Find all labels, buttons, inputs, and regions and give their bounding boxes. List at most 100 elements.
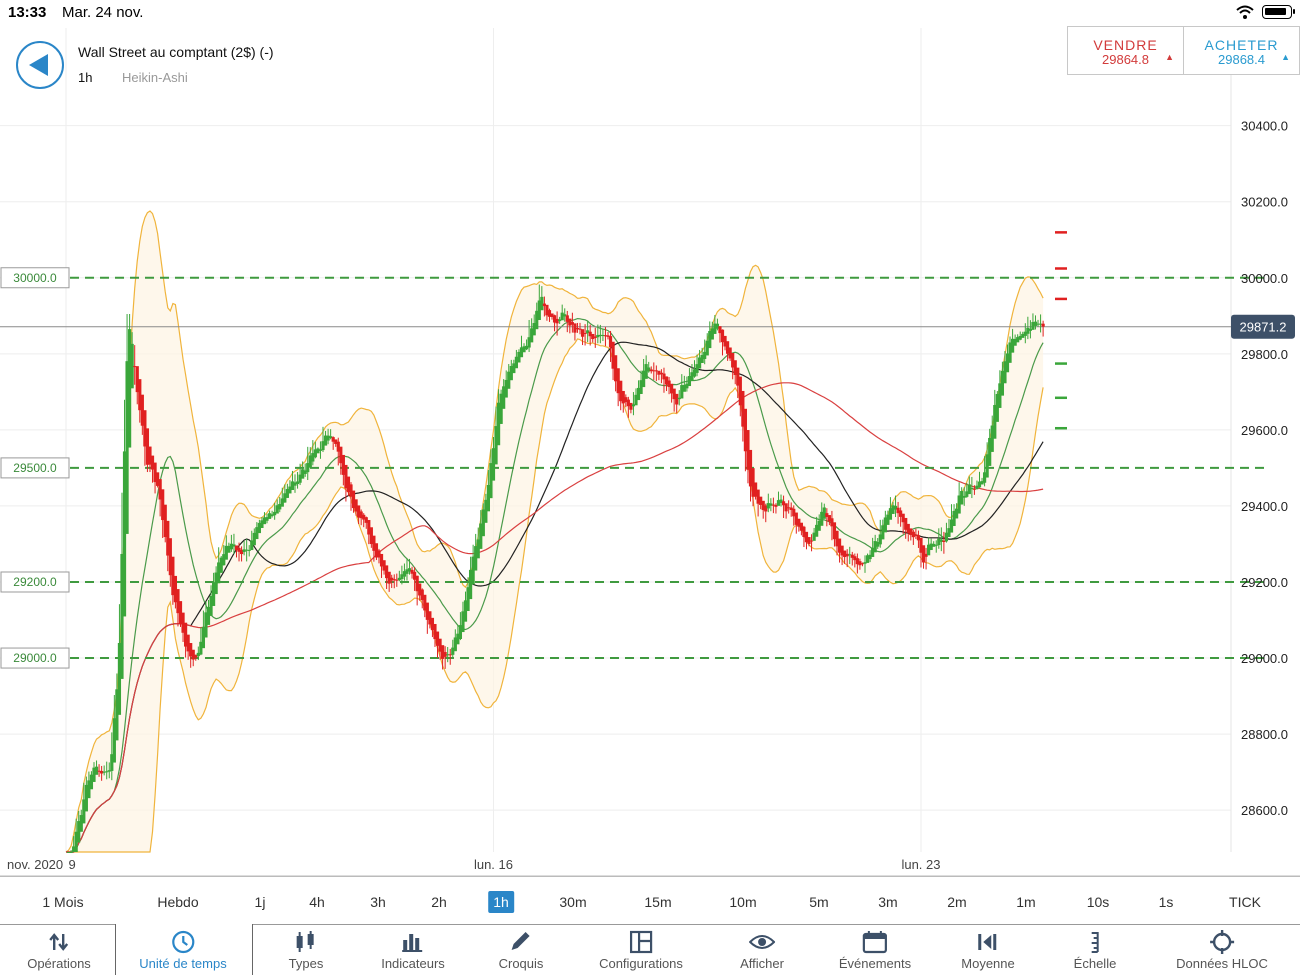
instrument-interval: 1h [78, 70, 93, 85]
candle-down [568, 318, 572, 326]
candle-up [514, 356, 518, 369]
chart-type-label: Heikin-Ashi [122, 70, 188, 85]
candle-down [906, 523, 910, 533]
candle-up [985, 454, 989, 478]
ma-slow-line [66, 382, 1044, 853]
timeframe-1s[interactable]: 1s [1158, 894, 1174, 910]
candle-down [573, 323, 577, 333]
toolbar-scale-button[interactable]: Échelle [1074, 924, 1116, 975]
timeframe-3m[interactable]: 3m [878, 894, 898, 910]
candle-down [904, 517, 908, 530]
toolbar-clock-button[interactable]: Unité de temps [139, 924, 227, 975]
timeframe-2h[interactable]: 2h [431, 894, 447, 910]
toolbar-average-button[interactable]: Moyenne [961, 924, 1015, 975]
candle-up [1028, 328, 1032, 331]
candle-down [619, 380, 623, 402]
candle-up [1033, 321, 1038, 326]
toolbar-calendar-button[interactable]: Événements [839, 924, 911, 975]
candle-up [779, 499, 783, 503]
timeframe-10s[interactable]: 10s [1086, 894, 1110, 910]
timeframe-30m[interactable]: 30m [559, 894, 587, 910]
date-axis: nov. 2020 9 lun. 16 lun. 23 [0, 857, 1300, 876]
candle-up [89, 774, 94, 790]
candle-up [944, 532, 949, 542]
candle-up [537, 300, 541, 321]
timeframe-10m[interactable]: 10m [729, 894, 757, 910]
sell-button[interactable]: VENDRE 29864.8 ▲ [1067, 26, 1184, 75]
crosshair-icon [1210, 930, 1234, 954]
candle-up [873, 541, 877, 553]
status-time: 13:33 [8, 4, 47, 21]
candle-up [479, 523, 483, 549]
candle-down [237, 547, 241, 552]
price-chart[interactable]: 30000.0 29500.0 29200.0 29000.0 30400.0 3020… [0, 0, 1300, 876]
timeframe-4h[interactable]: 4h [309, 894, 325, 910]
timeframe-5m[interactable]: 5m [809, 894, 829, 910]
timeframe-1j[interactable]: 1j [254, 894, 266, 910]
candle-down [555, 318, 559, 324]
candle-down [756, 489, 760, 504]
candle-up [988, 437, 992, 466]
candle-up [891, 505, 895, 514]
candle-up [1021, 333, 1025, 338]
candle-down [652, 370, 656, 372]
timeframe-1m[interactable]: 1m [1016, 894, 1036, 910]
candle-up [196, 652, 200, 657]
candle-up [105, 771, 109, 773]
candle-up [886, 514, 890, 525]
candle-up [262, 517, 267, 525]
candle-down [746, 430, 750, 470]
timeframe-3h[interactable]: 3h [370, 894, 386, 910]
toolbar-label: Afficher [740, 956, 784, 971]
timeframe-tick[interactable]: TICK [1229, 894, 1261, 910]
price-tick-label: 30400.0 [1241, 119, 1288, 134]
candle-up [685, 383, 689, 389]
candle-up [112, 718, 116, 763]
candle-down [588, 331, 592, 337]
candle-up [474, 546, 478, 571]
toolbar-bar-chart-button[interactable]: Indicateurs [381, 924, 445, 975]
candle-up [224, 545, 228, 560]
candle-down [344, 464, 348, 489]
candlestick-icon [297, 931, 314, 952]
toolbar-label: Opérations [27, 956, 91, 971]
candle-down [186, 634, 190, 652]
candle-up [1003, 361, 1007, 384]
candle-up [489, 463, 493, 499]
toolbar-crosshair-button[interactable]: Données HLOC [1176, 924, 1268, 975]
timeframe-1h[interactable]: 1h [488, 891, 514, 913]
resistance-marker [1055, 267, 1067, 270]
timeframe-15m[interactable]: 15m [644, 894, 672, 910]
timeframe-hebdo[interactable]: Hebdo [157, 894, 199, 910]
candle-up [306, 463, 310, 473]
candle-down [787, 507, 791, 509]
timeframe-1-mois[interactable]: 1 Mois [42, 894, 84, 910]
candle-down [914, 534, 918, 536]
candle-up [66, 852, 71, 853]
candle-down [138, 379, 142, 411]
candle-up [303, 470, 307, 474]
toolbar-layout-button[interactable]: Configurations [599, 924, 683, 975]
toolbar-label: Croquis [498, 956, 544, 971]
price-tick-label: 28800.0 [1241, 727, 1288, 742]
candle-down [97, 770, 101, 772]
candle-up [1000, 370, 1005, 396]
buy-button[interactable]: ACHETER 29868.4 ▲ [1183, 26, 1300, 75]
candle-down [659, 372, 664, 375]
toolbar-eye-button[interactable]: Afficher [740, 924, 784, 975]
back-button[interactable] [16, 41, 64, 89]
candle-up [494, 426, 498, 465]
candle-up [311, 453, 315, 462]
candle-down [781, 501, 786, 506]
candle-down [901, 513, 905, 523]
toolbar-pencil-button[interactable]: Croquis [498, 924, 544, 975]
timeframe-2m[interactable]: 2m [947, 894, 967, 910]
candle-down [761, 500, 765, 511]
candle-up [206, 606, 211, 625]
candle-up [1026, 327, 1030, 334]
toolbar-candlestick-button[interactable]: Types [289, 924, 323, 975]
candle-up [265, 517, 269, 521]
toolbar-up-down-arrows-button[interactable]: Opérations [27, 924, 91, 975]
candle-up [644, 364, 648, 379]
candle-down [799, 522, 803, 531]
